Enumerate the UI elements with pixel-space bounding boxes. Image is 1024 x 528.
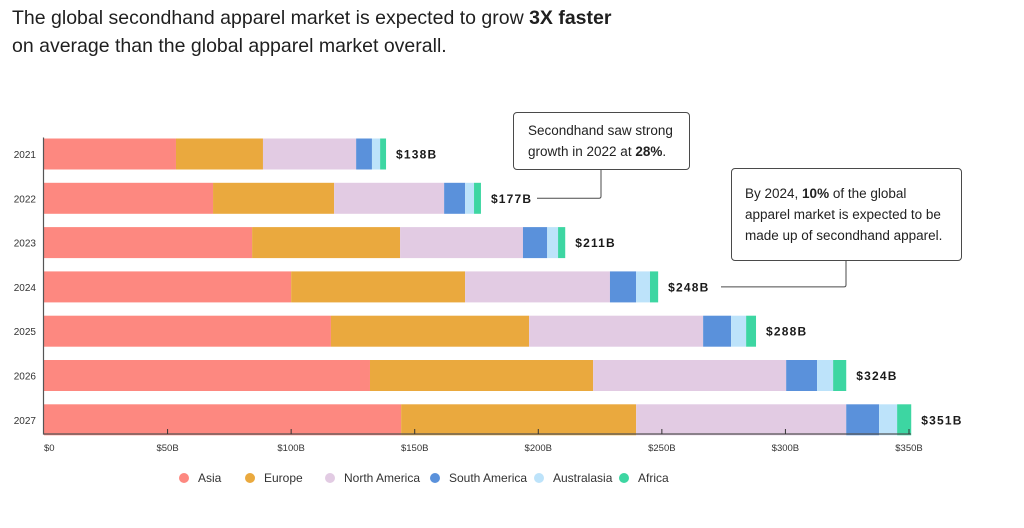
total-label: $351B [921,413,962,427]
annotation-2022-growth: Secondhand saw strong growth in 2022 at … [513,112,690,170]
bar-segment-asia-2021 [44,138,176,170]
bar-segment-north-america-2023 [400,227,523,259]
headline-line2: on average than the global apparel marke… [12,35,447,57]
bar-segment-south-america-2025 [703,315,732,347]
bar-segment-africa-2023 [558,227,566,259]
legend-item-asia: Asia [179,471,221,485]
x-tick-label: $200B [525,443,552,454]
y-tick-label: 2023 [14,239,37,250]
bar-segment-south-america-2023 [522,227,548,259]
legend-label: Australasia [553,471,613,485]
bar-segment-europe-2023 [252,227,401,259]
annotation-connectors [537,170,847,288]
x-tick-label: $250B [648,443,675,454]
y-tick-label: 2024 [14,283,37,294]
legend-item-africa: Africa [619,471,669,485]
annotation-highlight: 28% [635,144,663,159]
y-tick-label: 2021 [14,150,37,161]
total-label: $324B [856,369,897,383]
bar-segment-australasia-2026 [817,360,834,391]
x-tick-label: $100B [277,443,304,454]
annotation-highlight: 10% [802,186,830,201]
bar-segment-europe-2025 [330,315,530,347]
legend-item-south-america: South America [430,471,527,485]
annotation-2024-share: By 2024, 10% of the global apparel marke… [731,168,962,261]
legend-label: Asia [198,471,222,485]
bar-segment-north-america-2022 [334,182,445,214]
bar-segment-europe-2024 [291,271,466,303]
bar-segment-australasia-2027 [879,404,898,436]
bar-segment-africa-2025 [746,315,757,347]
annotation-connector-2022 [537,170,602,199]
legend-item-north-america: North America [325,471,420,485]
total-label: $177B [491,192,532,206]
legend-item-europe: Europe [245,471,303,485]
bar-segment-australasia-2022 [465,182,475,214]
bar-segment-africa-2027 [897,404,912,436]
bar-segment-europe-2021 [175,138,263,170]
legend-swatch [534,473,544,483]
bar-segment-africa-2022 [474,182,481,214]
bar-segment-europe-2022 [213,182,335,214]
annotation-connector-2024 [721,261,847,288]
bar-segment-australasia-2024 [636,271,650,303]
bars-group [44,138,912,436]
legend-swatch [430,473,440,483]
chart-headline: The global secondhand apparel market is … [12,4,652,60]
bar-segment-asia-2027 [44,404,402,436]
bar-segment-north-america-2027 [636,404,847,436]
y-tick-label: 2022 [14,194,37,205]
bar-segment-australasia-2023 [547,227,559,259]
x-tick-label: $350B [895,443,922,454]
bar-segment-south-america-2021 [356,138,372,170]
bar-segment-south-america-2027 [846,404,880,436]
legend-swatch [325,473,335,483]
legend-label: Europe [264,471,303,485]
bar-segment-africa-2026 [833,360,847,391]
bar-segment-south-america-2022 [444,182,466,214]
legend-swatch [619,473,629,483]
bar-segment-asia-2022 [44,182,214,214]
legend-swatch [245,473,255,483]
bar-segment-australasia-2021 [371,138,381,170]
bar-segment-south-america-2026 [786,360,818,391]
total-label: $211B [575,236,616,250]
bar-segment-europe-2026 [369,360,594,391]
bar-segment-africa-2024 [649,271,659,303]
y-tick-label: 2027 [14,416,37,427]
x-tick-label: $50B [156,443,178,454]
x-tick-label: $0 [44,443,55,454]
bar-segment-asia-2025 [44,315,331,347]
legend-label: South America [449,471,528,485]
bar-segment-asia-2024 [44,271,292,303]
x-tick-label: $150B [401,443,428,454]
bar-segment-africa-2021 [380,138,387,170]
total-label: $288B [766,325,807,339]
bar-segment-north-america-2026 [593,360,787,391]
total-label: $138B [396,148,437,162]
bar-segment-australasia-2025 [731,315,747,347]
legend-label: Africa [638,471,669,485]
bar-segment-asia-2023 [44,227,253,259]
headline-line1-prefix: The global secondhand apparel market is … [12,7,530,29]
bar-segment-asia-2026 [44,360,370,391]
bar-segment-north-america-2024 [465,271,610,303]
bar-segment-europe-2027 [401,404,637,436]
x-tick-label: $300B [772,443,799,454]
bar-segment-south-america-2024 [609,271,637,303]
total-label: $248B [668,280,709,294]
headline-emphasis: 3X faster [529,7,612,29]
legend-item-australasia: Australasia [534,471,612,485]
y-tick-label: 2026 [14,372,37,383]
legend-label: North America [344,471,421,485]
bar-segment-north-america-2021 [262,138,357,170]
axes-group: 2021 $138B 2022 $177B 2023 $211B 2024 $248B 2025… [14,137,962,454]
bar-segment-north-america-2025 [529,315,704,347]
legend-swatch [179,473,189,483]
y-tick-label: 2025 [14,327,37,338]
